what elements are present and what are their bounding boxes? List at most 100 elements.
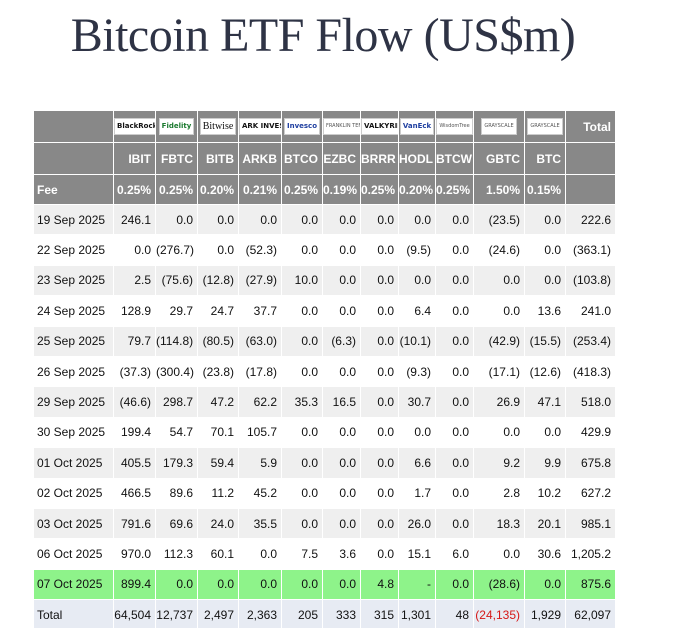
flow-row: 26 Sep 2025 (37.3) (300.4) (23.8) (17.8) 0.0 0… <box>33 355 616 388</box>
row-date: 06 Oct 2025 <box>33 538 114 570</box>
flow-cell: (276.7) <box>155 234 198 266</box>
total-cell: 2,497 <box>197 599 239 628</box>
flow-cell: 466.5 <box>113 477 156 509</box>
flow-row: 06 Oct 2025 970.0 112.3 60.1 0.0 7.5 3.6 0.0 15.… <box>33 538 616 570</box>
logo-cell: VanEck <box>398 110 436 143</box>
total-header: Total <box>565 110 616 143</box>
flow-cell: (27.9) <box>238 264 282 297</box>
flow-cell: 4.8 <box>360 568 399 601</box>
flow-cell: 0.0 <box>435 477 474 509</box>
flow-cell: 0.0 <box>322 234 361 266</box>
flow-cell: 30.7 <box>398 386 436 418</box>
fee-label: Fee <box>33 174 114 205</box>
ticker-header: BTCO <box>281 142 323 175</box>
row-total-cell: 222.6 <box>565 203 616 236</box>
ticker-header: EZBC <box>322 142 361 175</box>
logo-cell: BlackRock <box>113 110 156 143</box>
invesco-logo: Invesco <box>283 118 321 135</box>
row-total-cell: (418.3) <box>565 355 616 388</box>
flow-cell: (10.1) <box>398 325 436 357</box>
flow-cell: 16.5 <box>322 386 361 418</box>
fee-cell: 0.20% <box>398 174 436 205</box>
flow-cell: 0.0 <box>524 203 566 236</box>
grayscale-logo: GRAYSCALE <box>481 118 517 135</box>
flow-row: 29 Sep 2025 (46.6) 298.7 47.2 62.2 35.3 16.5 0.… <box>33 386 616 418</box>
flow-cell: 0.0 <box>398 264 436 297</box>
flow-cell: (42.9) <box>473 325 525 357</box>
bitwise-logo: Bitwise <box>199 118 237 135</box>
flow-cell: 6.0 <box>435 538 474 570</box>
total-cell: 64,504 <box>113 599 156 628</box>
flow-cell: 970.0 <box>113 538 156 570</box>
fidelity-logo: Fidelity <box>158 118 195 135</box>
logo-cell: WisdomTree <box>435 110 474 143</box>
ticker-header: ARKB <box>238 142 282 175</box>
flow-cell: 0.0 <box>360 355 399 388</box>
ticker-header: BRRR <box>360 142 399 175</box>
flow-cell: 47.2 <box>197 386 239 418</box>
flow-cell: 9.9 <box>524 447 566 479</box>
flow-cell: 15.1 <box>398 538 436 570</box>
corner-cell <box>33 110 114 143</box>
row-date: 29 Sep 2025 <box>33 386 114 418</box>
flow-cell: 26.0 <box>398 507 436 540</box>
flow-cell: 405.5 <box>113 447 156 479</box>
row-date: 07 Oct 2025 <box>33 568 114 601</box>
flow-cell: 24.0 <box>197 507 239 540</box>
flow-cell: 1.7 <box>398 477 436 509</box>
flow-cell: 0.0 <box>360 386 399 418</box>
flow-cell: 13.6 <box>524 295 566 327</box>
flow-cell: 0.0 <box>435 507 474 540</box>
flow-cell: 35.3 <box>281 386 323 418</box>
flow-cell: 89.6 <box>155 477 198 509</box>
total-row: Total 64,504 12,737 2,497 2,363 205 333 315 1,30… <box>33 599 616 628</box>
total-cell: 1,929 <box>524 599 566 628</box>
flow-cell: (23.5) <box>473 203 525 236</box>
row-total-cell: 429.9 <box>565 416 616 449</box>
flow-cell: 0.0 <box>435 386 474 418</box>
flow-cell: 0.0 <box>322 295 361 327</box>
logo-cell: VALKYRIE <box>360 110 399 143</box>
fee-row: Fee 0.25% 0.25% 0.20% 0.21% 0.25% 0.19% 0.25% 0… <box>33 174 616 205</box>
flow-cell: 0.0 <box>360 477 399 509</box>
flow-cell: 60.1 <box>197 538 239 570</box>
flow-cell: 128.9 <box>113 295 156 327</box>
row-total-cell: 675.8 <box>565 447 616 479</box>
flow-cell: 2.8 <box>473 477 525 509</box>
corner-cell <box>33 142 114 175</box>
etf-flow-table: BlackRock Fidelity Bitwise ARK INVEST In… <box>33 110 616 628</box>
flow-cell: (15.5) <box>524 325 566 357</box>
wisdomtree-logo: WisdomTree <box>436 118 473 135</box>
flow-cell: 0.0 <box>281 355 323 388</box>
flow-row: 23 Sep 2025 2.5 (75.6) (12.8) (27.9) 10.0 0.0 0… <box>33 264 616 297</box>
franklin-templeton-logo: FRANKLIN TEMPLETON <box>323 118 360 135</box>
flow-cell: 0.0 <box>360 203 399 236</box>
total-cell: 48 <box>435 599 474 628</box>
flow-cell: 2.5 <box>113 264 156 297</box>
flow-cell: 0.0 <box>435 203 474 236</box>
flow-cell: 47.1 <box>524 386 566 418</box>
flow-cell: (9.3) <box>398 355 436 388</box>
flow-cell: 69.6 <box>155 507 198 540</box>
flow-cell: 70.1 <box>197 416 239 449</box>
blackrock-logo: BlackRock <box>114 118 155 135</box>
flow-cell: 0.0 <box>197 234 239 266</box>
flow-cell: 10.2 <box>524 477 566 509</box>
flow-cell: 0.0 <box>398 416 436 449</box>
flow-cell: 0.0 <box>524 416 566 449</box>
total-cell: 12,737 <box>155 599 198 628</box>
total-cell: 62,097 <box>565 599 616 628</box>
flow-row: 01 Oct 2025 405.5 179.3 59.4 5.9 0.0 0.0 0.0 6.6… <box>33 447 616 479</box>
flow-cell: 899.4 <box>113 568 156 601</box>
logo-cell: Invesco <box>281 110 323 143</box>
flow-row: 30 Sep 2025 199.4 54.7 70.1 105.7 0.0 0.0 0.0 0.… <box>33 416 616 449</box>
flow-cell: (114.8) <box>155 325 198 357</box>
fee-cell: 0.25% <box>360 174 399 205</box>
flow-cell: 0.0 <box>322 416 361 449</box>
fee-cell: 0.20% <box>197 174 239 205</box>
flow-cell: 0.0 <box>360 416 399 449</box>
flow-cell: (17.8) <box>238 355 282 388</box>
row-date: 24 Sep 2025 <box>33 295 114 327</box>
flow-cell: 0.0 <box>435 355 474 388</box>
row-date: 30 Sep 2025 <box>33 416 114 449</box>
